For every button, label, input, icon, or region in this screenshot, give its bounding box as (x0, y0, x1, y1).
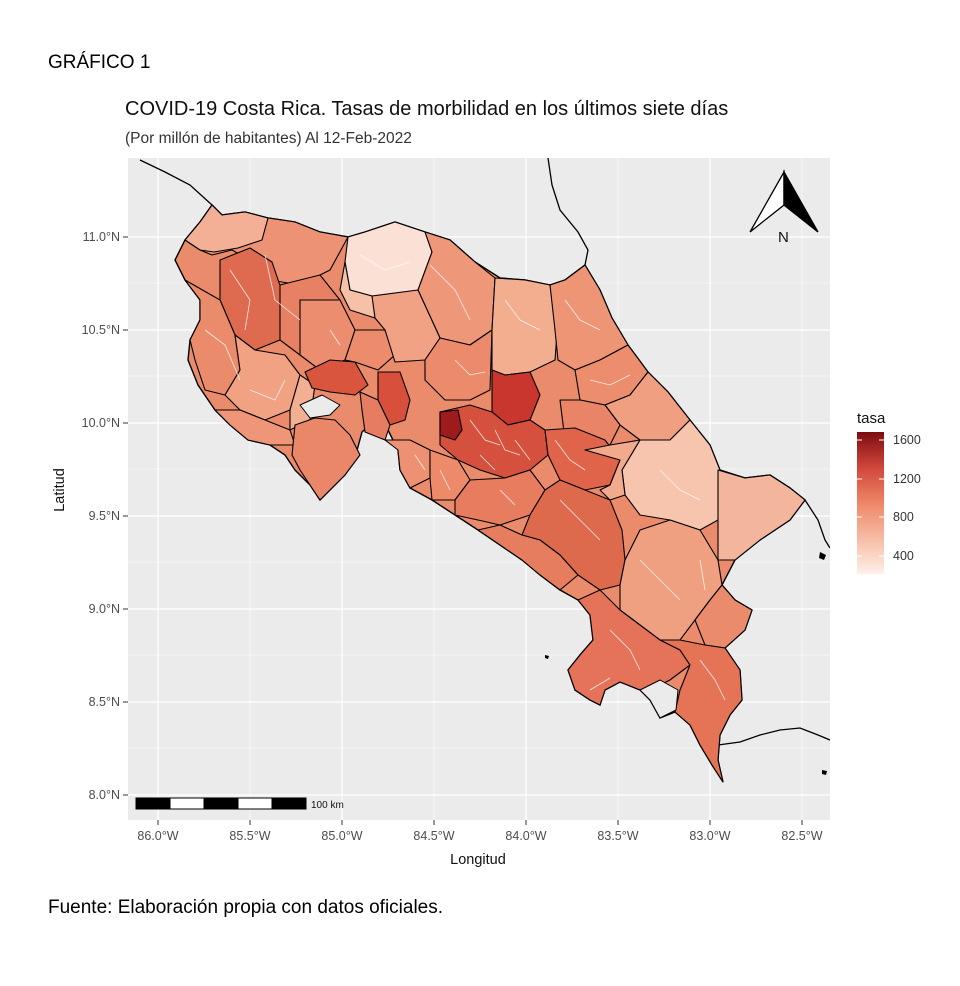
panama-coast (717, 727, 830, 746)
x-axis-labels: 86.0°W 85.5°W 85.0°W 84.5°W 84.0°W 83.5°… (137, 829, 822, 843)
region-grecia (439, 409, 463, 441)
axis-ticks (123, 236, 803, 825)
x-tick-label: 86.0°W (137, 829, 178, 843)
map-title: COVID-19 Costa Rica. Tasas de morbilidad… (125, 98, 729, 120)
y-tick-label: 11.0°N (83, 230, 120, 244)
legend-tick-label: 1200 (893, 472, 921, 486)
legend-tick-label: 1600 (893, 433, 921, 447)
region-orotina (384, 439, 431, 489)
region-la-cruz (184, 204, 269, 253)
x-tick-label: 84.5°W (413, 829, 454, 843)
y-axis-labels: 11.0°N 10.5°N 10.0°N 9.5°N 9.0°N 8.5°N 8… (82, 230, 120, 802)
legend-tick-label: 400 (893, 549, 914, 563)
region-aguirre (477, 524, 579, 591)
y-tick-label: 8.5°N (89, 695, 120, 709)
x-tick-label: 82.5°W (781, 829, 822, 843)
map-subtitle: (Por millón de habitantes) Al 12-Feb-202… (125, 130, 412, 147)
region-gulf-nicoya-peninsula (291, 417, 361, 501)
region-sarapiqui (491, 277, 559, 376)
region-san-carlos (424, 329, 493, 401)
region-dota-tarrazu (454, 469, 546, 526)
legend-tick-label: 800 (893, 510, 914, 524)
x-axis-title: Longitud (450, 852, 506, 868)
gulf-water (299, 394, 341, 419)
y-tick-label: 9.0°N (89, 602, 120, 616)
region-talamanca-east (717, 469, 806, 561)
region-santa-cruz (184, 279, 241, 396)
region-golfito (659, 639, 743, 783)
y-tick-label: 10.5°N (82, 323, 120, 337)
source-note: Fuente: Elaboración propia con datos ofi… (48, 897, 444, 918)
y-tick-label: 8.0°N (89, 788, 120, 802)
region-nicoya (224, 334, 301, 421)
scale-bar-label: 100 km (311, 800, 344, 811)
region-turrialba (584, 439, 641, 501)
legend-colorbar (857, 432, 884, 574)
y-axis-title: Latitud (52, 468, 68, 512)
region-guatuso (371, 289, 441, 363)
x-tick-label: 85.5°W (229, 829, 270, 843)
x-tick-label: 83.0°W (689, 829, 730, 843)
region-osa (567, 589, 691, 706)
x-tick-label: 85.0°W (321, 829, 362, 843)
x-tick-label: 83.5°W (597, 829, 638, 843)
y-tick-label: 10.0°N (82, 416, 120, 430)
north-arrow-icon: N (749, 169, 819, 246)
legend: tasa 1600 1200 800 400 (857, 410, 921, 574)
x-tick-label: 84.0°W (505, 829, 546, 843)
district-lines (204, 254, 726, 701)
golfo-dulce (639, 679, 679, 719)
figure-heading: GRÁFICO 1 (48, 52, 151, 73)
legend-title: tasa (857, 410, 886, 427)
region-tilaran (304, 359, 369, 396)
scale-bar: 100 km (135, 797, 344, 811)
north-arrow-label: N (778, 229, 789, 246)
y-tick-label: 9.5°N (89, 509, 120, 523)
